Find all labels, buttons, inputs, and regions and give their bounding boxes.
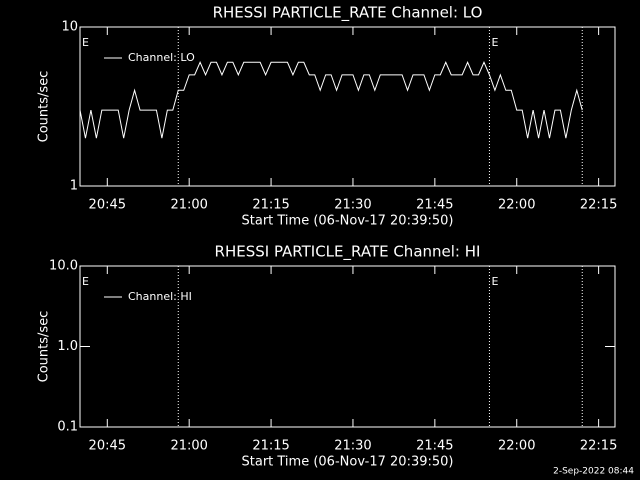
x-tick-label: 20:45	[89, 198, 126, 213]
annotation: E	[491, 275, 498, 288]
x-tick-label: 22:15	[580, 439, 617, 454]
y-tick-label: 0.1	[57, 420, 78, 435]
x-tick-label: 20:45	[89, 439, 126, 454]
x-axis-label: Start Time (06-Nov-17 20:39:50)	[242, 455, 454, 470]
annotation: E	[82, 275, 89, 288]
x-tick-label: 22:00	[498, 198, 535, 213]
annotation: E	[491, 36, 498, 49]
plot-frame	[79, 26, 616, 187]
x-tick-label: 22:00	[498, 439, 535, 454]
x-tick-label: 21:15	[252, 198, 289, 213]
x-tick-label: 21:30	[334, 439, 371, 454]
chart-title: RHESSI PARTICLE_RATE Channel: HI	[215, 243, 481, 262]
x-tick-label: 21:45	[416, 439, 453, 454]
x-tick-label: 21:15	[252, 439, 289, 454]
x-tick-label: 21:45	[416, 198, 453, 213]
y-axis-label: Counts/sec	[37, 71, 52, 143]
y-tick-label: 10.0	[49, 259, 78, 274]
annotation: E	[82, 36, 89, 49]
chart-title: RHESSI PARTICLE_RATE Channel: LO	[213, 4, 483, 23]
y-tick-label: 1.0	[57, 339, 78, 354]
x-axis-label: Start Time (06-Nov-17 20:39:50)	[242, 214, 454, 229]
x-tick-label: 21:30	[334, 198, 371, 213]
legend-label: Channel: HI	[128, 290, 192, 303]
y-axis-label: Counts/sec	[37, 311, 52, 383]
y-tick-label: 1	[70, 179, 78, 194]
footer: 2-Sep-2022 08:44	[553, 467, 634, 477]
legend-label: Channel: LO	[128, 51, 195, 64]
x-tick-label: 21:00	[170, 439, 207, 454]
x-tick-label: 21:00	[170, 198, 207, 213]
data-line	[79, 61, 583, 139]
y-tick-label: 10	[61, 20, 78, 35]
x-tick-label: 22:15	[580, 198, 617, 213]
